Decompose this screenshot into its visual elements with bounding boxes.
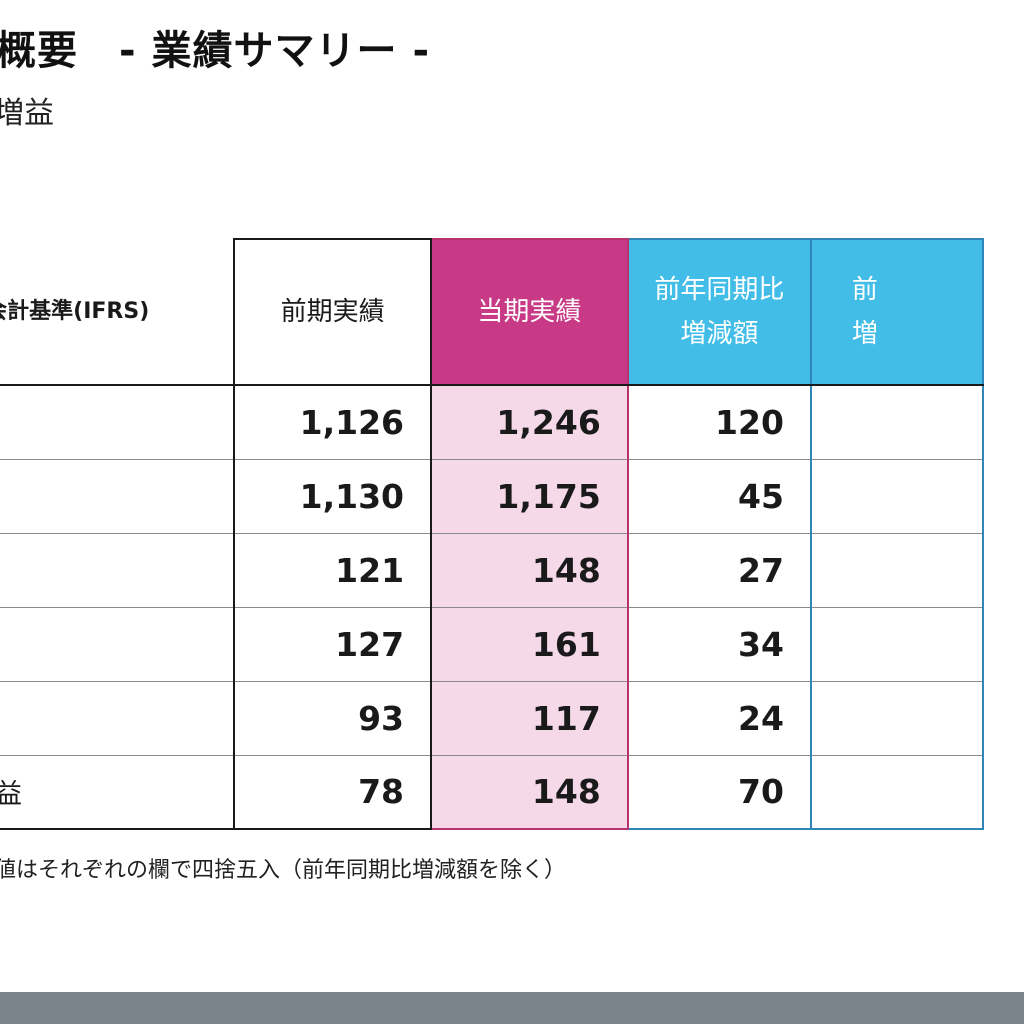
yoy-extra-value [809,385,985,460]
yoy-value: 70 [626,755,812,830]
yoy-value: 34 [626,607,812,682]
yoy-value: 24 [626,681,812,756]
current-value: 117 [430,681,629,756]
yoy-extra-value [809,533,985,608]
yoy-value: 120 [626,385,812,460]
row-label [0,681,235,756]
current-period-header-line: 当期実績 [477,296,582,327]
yoy-change-header: 前年同期比 増減額 [626,238,812,386]
prev-period-header-line: 前期実績 [280,296,385,327]
slide-subtitle: 増益 [0,96,54,131]
row-label [0,385,235,460]
prev-period-header: 前期実績 [233,238,433,386]
yoy-extra-header: 前 増 [809,238,985,386]
prev-value: 1,126 [233,385,433,460]
yoy-extra-value [809,681,985,756]
table-row: 121 148 27 [0,533,985,608]
row-label [0,533,235,608]
current-value: 148 [430,755,629,830]
yoy-value: 27 [626,533,812,608]
prev-value: 127 [233,607,433,682]
prev-value: 78 [233,755,433,830]
prev-value: 93 [233,681,433,756]
prev-value: 121 [233,533,433,608]
table-row: 利益 78 148 70 [0,755,985,830]
yoy-extra-header-line-1: 前 [851,274,878,305]
table-row: 93 117 24 [0,681,985,756]
yoy-extra-value [809,459,985,534]
table-row: 1,130 1,175 45 [0,459,985,534]
current-period-header: 当期実績 [430,238,629,386]
yoy-value: 45 [626,459,812,534]
row-label: 益 [0,607,235,682]
footnote: 値はそれぞれの欄で四捨五入（前年同期比増減額を除く） [0,858,567,883]
yoy-change-header-line-2: 増減額 [680,319,759,349]
yoy-change-header-line-1: 前年同期比 [654,274,785,305]
slide-title: 概要 - 業績サマリー - [0,28,431,74]
row-label: 利益 [0,755,235,830]
yoy-extra-value [809,755,985,830]
yoy-extra-value [809,607,985,682]
accounting-standard-header: 会計基準(IFRS) [0,239,235,386]
current-value: 1,175 [430,459,629,534]
table-header-row: 会計基準(IFRS) 前期実績 当期実績 前年同期比 増減額 前 増 [0,238,985,386]
footer-bar [0,992,1024,1024]
current-value: 1,246 [430,385,629,460]
results-table: 会計基準(IFRS) 前期実績 当期実績 前年同期比 増減額 前 増 [0,238,985,830]
current-value: 161 [430,607,629,682]
current-value: 148 [430,533,629,608]
table-row: 益 127 161 34 [0,607,985,682]
table-row: 1,126 1,246 120 [0,385,985,460]
prev-value: 1,130 [233,459,433,534]
row-label [0,459,235,534]
yoy-extra-header-line-2: 増 [851,319,878,349]
